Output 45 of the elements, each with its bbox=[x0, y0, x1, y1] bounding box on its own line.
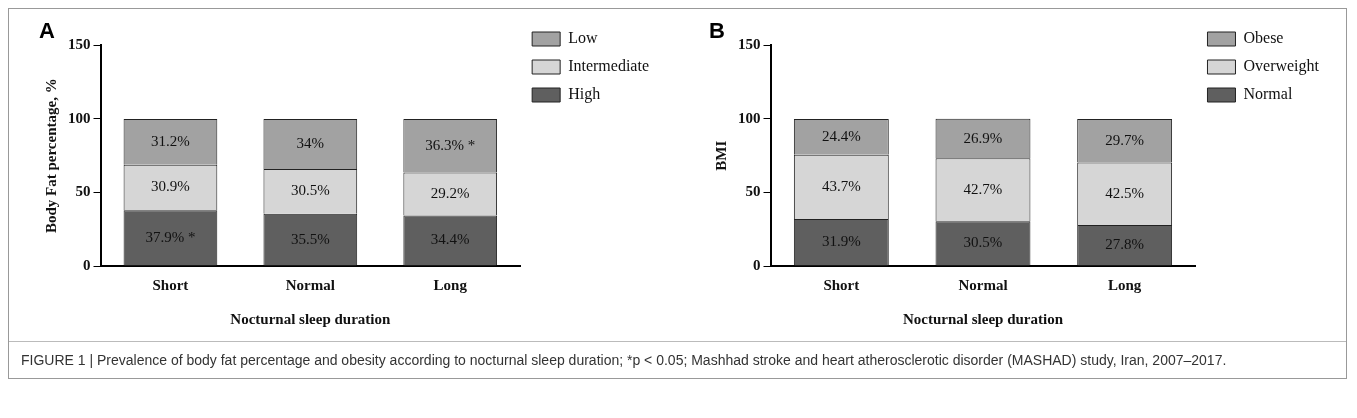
data-label: 24.4% bbox=[821, 127, 861, 144]
legend-label: Overweight bbox=[1243, 57, 1320, 76]
y-tick-label: 0 bbox=[753, 256, 761, 273]
data-label: 29.7% bbox=[1105, 131, 1145, 148]
legend-label: High bbox=[568, 85, 601, 104]
y-tick-label: 50 bbox=[75, 183, 91, 200]
data-label: 30.9% bbox=[151, 178, 190, 195]
y-tick-label: 50 bbox=[745, 183, 761, 200]
x-axis-title: Nocturnal sleep duration bbox=[902, 310, 1064, 327]
y-tick-label: 0 bbox=[83, 256, 91, 273]
data-label: 36.3% * bbox=[425, 136, 476, 153]
x-tick-label: Long bbox=[433, 276, 468, 293]
legend-label: Low bbox=[568, 29, 598, 47]
data-label: 30.5% bbox=[290, 182, 330, 199]
data-label: 37.9% * bbox=[145, 228, 196, 245]
caption: FIGURE 1 | Prevalence of body fat percentage and obesity according to nocturnal sleep duration; *p < 0.05; Mashhad stroke and heart atherosclerotic disorder (MASHAD) study, Iran, 2007–2017. bbox=[21, 351, 1228, 370]
data-label: 27.8% bbox=[1105, 236, 1145, 253]
legend-label: Intermediate bbox=[568, 57, 649, 75]
data-label: 31.9% bbox=[821, 233, 861, 250]
chart-title: B bbox=[709, 18, 725, 44]
legend-label: Normal bbox=[1243, 85, 1293, 103]
y-axis-title: Body Fat percentage, % bbox=[42, 78, 59, 234]
x-tick-label: Normal bbox=[958, 276, 1008, 293]
x-tick-label: Short bbox=[152, 276, 189, 293]
data-label: 29.2% bbox=[430, 184, 470, 201]
x-axis-title: Nocturnal sleep duration bbox=[230, 310, 391, 327]
x-tick-label: Long bbox=[1107, 276, 1142, 293]
data-label: 26.9% bbox=[963, 129, 1003, 146]
data-label: 31.2% bbox=[151, 132, 190, 149]
x-tick-label: Normal bbox=[285, 276, 335, 293]
y-tick-label: 100 bbox=[68, 109, 91, 126]
y-tick-label: 150 bbox=[68, 36, 91, 53]
y-tick-label: 100 bbox=[738, 109, 761, 126]
x-tick-label: Short bbox=[823, 276, 860, 293]
legend-label: Obese bbox=[1243, 29, 1284, 47]
data-label: 42.5% bbox=[1105, 184, 1145, 201]
data-label: 34% bbox=[296, 134, 325, 151]
chart-title: A bbox=[39, 18, 55, 44]
data-label: 34.4% bbox=[430, 231, 470, 248]
y-tick-label: 150 bbox=[738, 36, 761, 53]
data-label: 30.5% bbox=[963, 234, 1003, 251]
data-label: 35.5% bbox=[290, 230, 330, 247]
y-axis-title: BMI bbox=[712, 140, 729, 171]
data-label: 43.7% bbox=[821, 177, 861, 194]
data-label: 42.7% bbox=[963, 180, 1003, 197]
